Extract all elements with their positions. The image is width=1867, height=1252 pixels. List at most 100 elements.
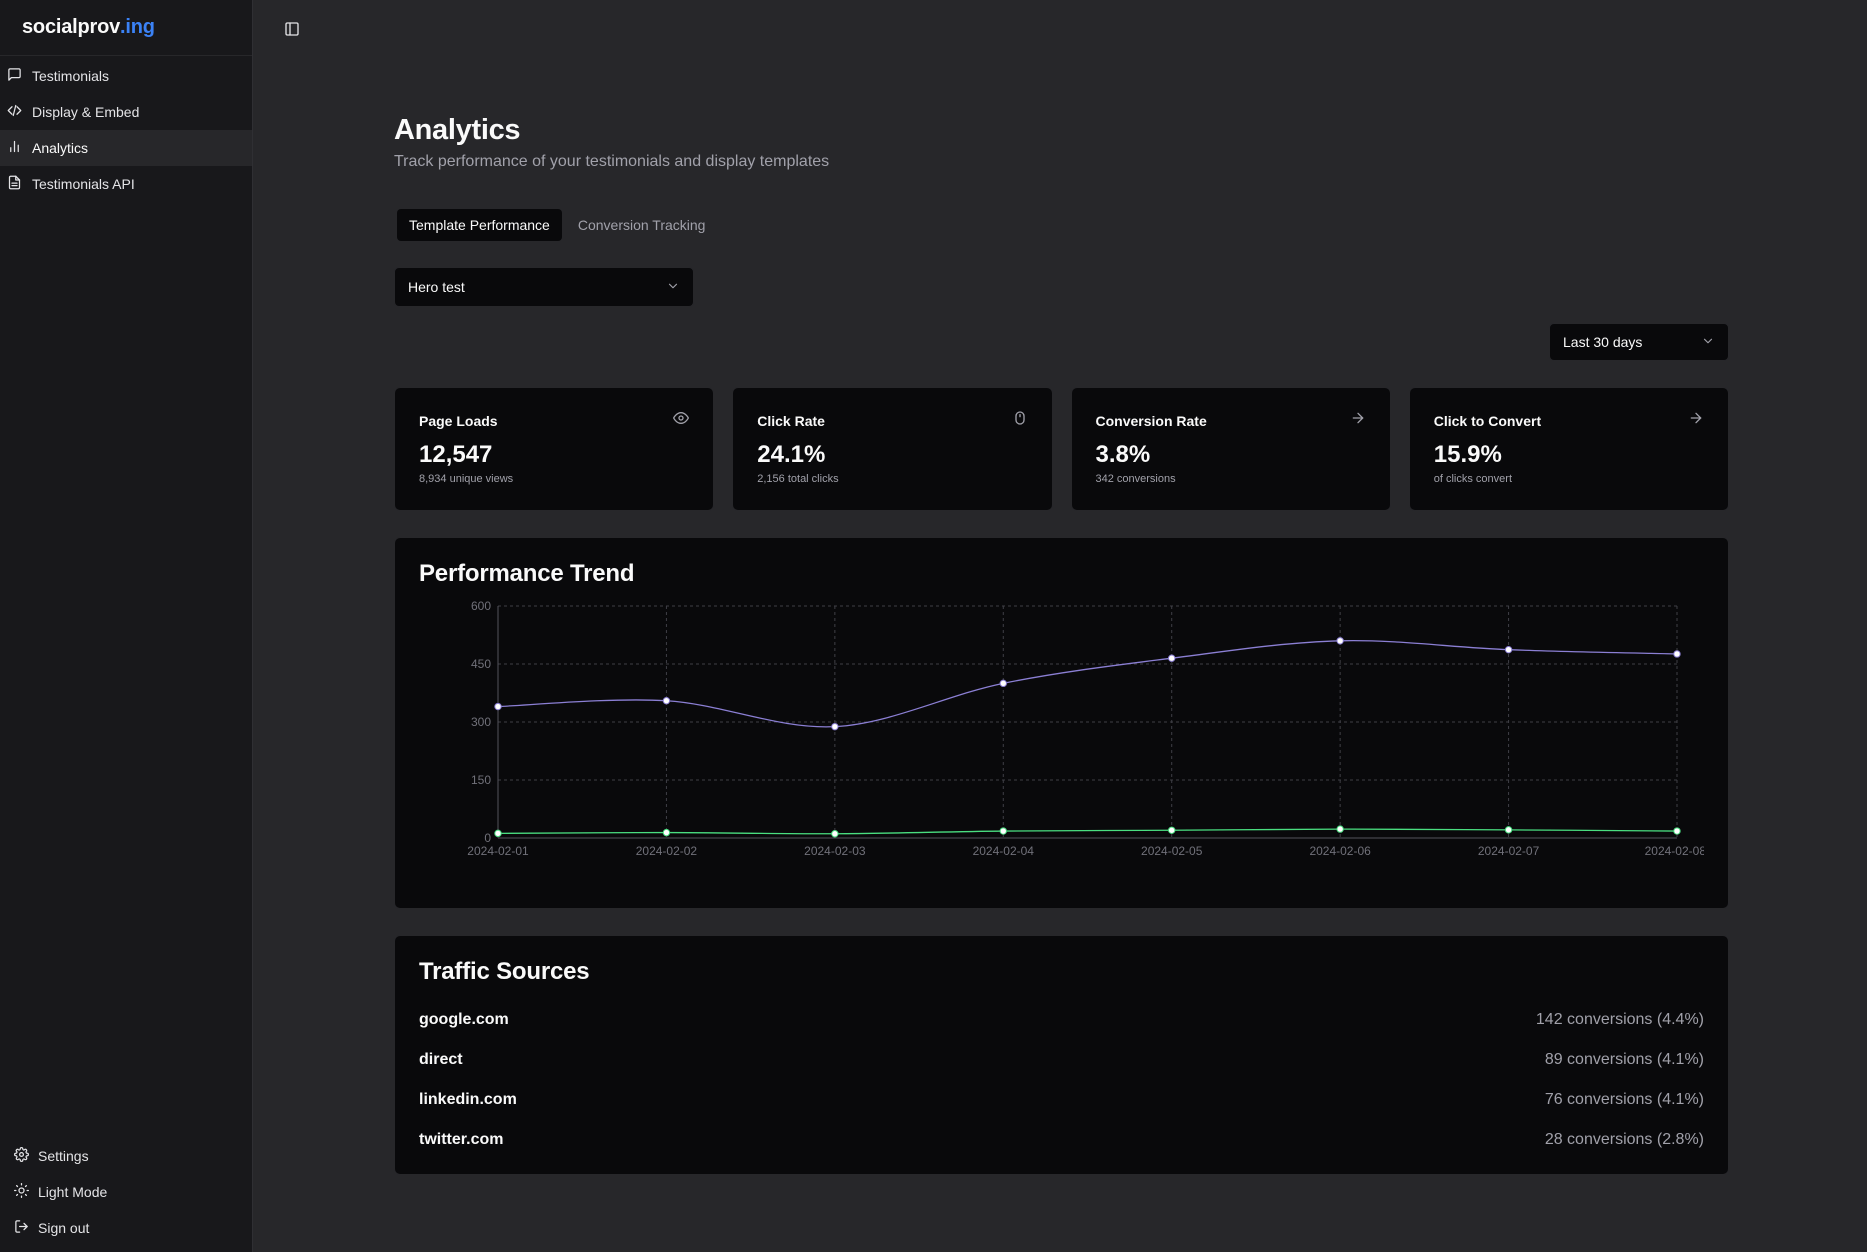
data-point bbox=[494, 702, 502, 711]
gear-icon bbox=[14, 1147, 29, 1165]
sidebar-item-label: Analytics bbox=[32, 140, 89, 156]
stat-cards: Page Loads 12,547 8,934 unique views Cli… bbox=[394, 387, 1729, 511]
brand-name: socialprov bbox=[22, 16, 121, 38]
data-point bbox=[1504, 826, 1513, 834]
card-value: 15.9% bbox=[1433, 441, 1502, 468]
x-tick-label: 2024-02-04 bbox=[973, 844, 1035, 858]
sign-out-label: Sign out bbox=[38, 1220, 90, 1236]
card-subtext: of clicks convert bbox=[1433, 473, 1512, 485]
sidebar-item-label: Testimonials bbox=[32, 68, 110, 84]
chevron-down-icon bbox=[666, 279, 680, 296]
brand-logo[interactable]: socialprov .ing bbox=[0, 0, 252, 56]
eye-icon bbox=[673, 410, 690, 431]
card-value: 24.1% bbox=[757, 441, 826, 468]
traffic-source-row: direct 89 conversions (4.1%) bbox=[419, 1040, 1704, 1080]
brand-accent: .ing bbox=[120, 16, 155, 38]
arrow-right-icon bbox=[1688, 410, 1704, 431]
sidebar-item-testimonials-api[interactable]: Testimonials API bbox=[0, 166, 252, 202]
analytics-tabs: Template Performance Conversion Tracking bbox=[394, 209, 1729, 241]
tab-conversion-tracking[interactable]: Conversion Tracking bbox=[577, 217, 706, 233]
page-subtitle: Track performance of your testimonials a… bbox=[394, 153, 830, 170]
sidebar-item-analytics[interactable]: Analytics bbox=[0, 130, 252, 166]
series-line-1 bbox=[497, 828, 1678, 835]
traffic-source-value: 142 conversions (4.4%) bbox=[1535, 1011, 1704, 1028]
panel-title: Performance Trend bbox=[419, 560, 635, 587]
data-point bbox=[1673, 827, 1681, 835]
traffic-source-value: 28 conversions (2.8%) bbox=[1544, 1131, 1704, 1148]
traffic-source-name: twitter.com bbox=[419, 1131, 504, 1148]
traffic-source-value: 89 conversions (4.1%) bbox=[1544, 1051, 1704, 1068]
tab-template-performance[interactable]: Template Performance bbox=[397, 209, 562, 241]
traffic-source-name: linkedin.com bbox=[419, 1091, 517, 1108]
stat-card-click-rate: Click Rate 24.1% 2,156 total clicks bbox=[732, 387, 1053, 511]
settings-button[interactable]: Settings bbox=[0, 1138, 252, 1174]
sidebar-toggle-button[interactable] bbox=[279, 18, 305, 44]
performance-trend-chart: 0 150 300 450 600 2024-02-01 2024-02-02 2024-02… bbox=[467, 599, 1706, 858]
data-point bbox=[999, 679, 1007, 688]
x-tick-label: 2024-02-07 bbox=[1478, 844, 1540, 858]
data-point bbox=[999, 827, 1007, 835]
arrow-right-icon bbox=[1350, 410, 1366, 431]
card-title: Conversion Rate bbox=[1095, 412, 1207, 429]
x-tick-label: 2024-02-05 bbox=[1141, 844, 1203, 858]
traffic-source-row: linkedin.com 76 conversions (4.1%) bbox=[419, 1080, 1704, 1120]
traffic-source-row: twitter.com 28 conversions (2.8%) bbox=[419, 1120, 1704, 1160]
panel-left-icon bbox=[284, 21, 300, 42]
traffic-source-value: 76 conversions (4.1%) bbox=[1544, 1091, 1704, 1108]
card-value: 3.8% bbox=[1095, 441, 1151, 468]
mouse-icon bbox=[1012, 410, 1028, 431]
card-title: Click to Convert bbox=[1433, 412, 1542, 429]
template-select-value: Hero test bbox=[408, 279, 465, 295]
x-tick-label: 2024-02-01 bbox=[467, 844, 529, 858]
data-point bbox=[1168, 826, 1176, 834]
card-subtext: 8,934 unique views bbox=[419, 473, 514, 485]
data-point bbox=[494, 829, 502, 838]
settings-label: Settings bbox=[38, 1148, 89, 1164]
x-tick-label: 2024-02-03 bbox=[804, 844, 866, 858]
y-tick-label: 300 bbox=[471, 715, 491, 729]
sidebar-item-testimonials[interactable]: Testimonials bbox=[0, 58, 252, 94]
card-title: Click Rate bbox=[757, 412, 825, 429]
sidebar: socialprov .ing Testimonials Display & Em… bbox=[0, 0, 253, 1252]
data-point bbox=[831, 830, 839, 838]
series-line-0 bbox=[497, 639, 1678, 728]
traffic-source-row: google.com 142 conversions (4.4%) bbox=[419, 1000, 1704, 1040]
chevron-down-icon bbox=[1701, 334, 1715, 351]
traffic-sources-list: google.com 142 conversions (4.4%) direct 89… bbox=[419, 1000, 1704, 1160]
sun-icon bbox=[14, 1183, 29, 1201]
y-tick-label: 450 bbox=[471, 657, 491, 671]
data-point bbox=[1336, 637, 1344, 645]
data-point bbox=[831, 722, 839, 731]
x-tick-label: 2024-02-02 bbox=[636, 844, 698, 858]
x-tick-label: 2024-02-06 bbox=[1309, 844, 1371, 858]
card-title: Page Loads bbox=[419, 412, 498, 429]
y-tick-label: 600 bbox=[471, 599, 491, 613]
card-value: 12,547 bbox=[419, 441, 493, 468]
data-point bbox=[662, 697, 671, 705]
template-select[interactable]: Hero test bbox=[394, 267, 694, 307]
panel-title: Traffic Sources bbox=[419, 958, 590, 985]
sidebar-item-label: Display & Embed bbox=[32, 104, 140, 120]
data-point bbox=[1336, 825, 1344, 833]
traffic-source-name: google.com bbox=[419, 1011, 509, 1028]
data-point bbox=[1168, 654, 1176, 662]
date-range-select[interactable]: Last 30 days bbox=[1549, 323, 1729, 361]
sidebar-item-display-embed[interactable]: Display & Embed bbox=[0, 94, 252, 130]
analytics-content: Analytics Track performance of your test… bbox=[394, 114, 1729, 1175]
log-out-icon bbox=[14, 1219, 29, 1237]
data-point bbox=[1673, 650, 1681, 658]
message-square-icon bbox=[7, 67, 22, 85]
bar-chart-icon bbox=[7, 139, 22, 157]
stat-card-click-to-convert: Click to Convert 15.9% of clicks convert bbox=[1408, 387, 1729, 511]
traffic-source-name: direct bbox=[419, 1051, 463, 1068]
sidebar-item-label: Testimonials API bbox=[32, 176, 135, 192]
y-tick-label: 0 bbox=[484, 831, 491, 845]
performance-trend-panel: Performance Trend 0 150 300 450 600 2024-02-0… bbox=[394, 537, 1729, 909]
traffic-sources-panel: Traffic Sources google.com 142 conversion… bbox=[394, 935, 1729, 1175]
light-mode-button[interactable]: Light Mode bbox=[0, 1174, 252, 1210]
sign-out-button[interactable]: Sign out bbox=[0, 1210, 252, 1246]
card-subtext: 342 conversions bbox=[1095, 473, 1176, 485]
card-subtext: 2,156 total clicks bbox=[757, 473, 839, 485]
x-tick-label: 2024-02-08 bbox=[1645, 844, 1704, 858]
file-text-icon bbox=[7, 175, 22, 193]
